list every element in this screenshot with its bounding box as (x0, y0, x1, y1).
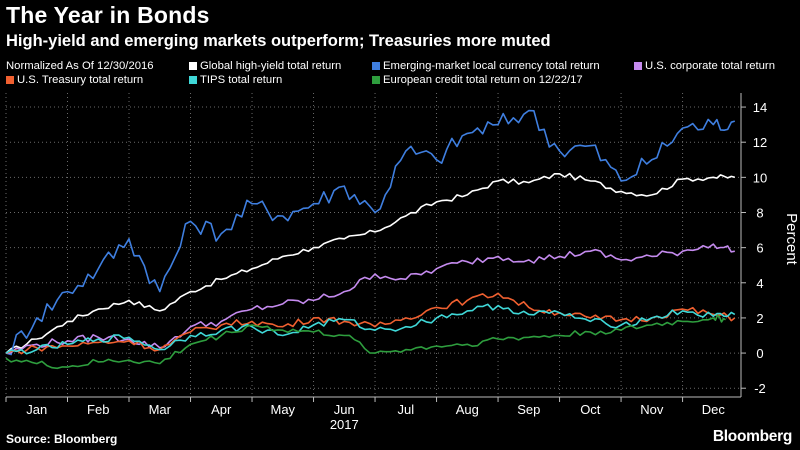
y-tick-label: -2 (754, 381, 766, 396)
y-tick-label: 14 (753, 100, 767, 115)
y-tick-label: 12 (753, 135, 767, 150)
legend-item-emerging-market: Emerging-market local currency total ret… (372, 60, 600, 72)
legend-item-us-treasury: U.S. Treasury total return (6, 74, 143, 86)
bloomberg-logo: Bloomberg (712, 428, 792, 445)
x-tick-label: May (270, 402, 295, 417)
x-tick-label: Dec (702, 402, 726, 417)
source-note: Source: Bloomberg (6, 432, 118, 446)
x-tick-label: Sep (517, 402, 540, 417)
legend-swatch (189, 62, 197, 70)
chart-subtitle: High-yield and emerging markets outperfo… (6, 32, 551, 50)
legend-note-text: Normalized As Of 12/30/2016 (6, 60, 154, 72)
legend-note: Normalized As Of 12/30/2016 (6, 60, 154, 72)
legend-swatch (6, 76, 14, 84)
gridlines (5, 93, 741, 397)
axes: -2 0 2 4 6 8 10 12 14 Jan Feb Mar Apr May Jun Jul Aug Sep… (5, 93, 800, 432)
series-line (5, 172, 735, 354)
chart-title: The Year in Bonds (6, 2, 210, 28)
x-axis-label: 2017 (330, 417, 359, 432)
y-tick-label: 10 (753, 170, 767, 185)
legend-label: European credit total return on 12/22/17 (383, 74, 583, 86)
legend-swatch (372, 76, 380, 84)
legend-item-us-corporate: U.S. corporate total return (634, 60, 775, 72)
series-line (5, 292, 736, 355)
legend-swatch (372, 62, 380, 70)
series-lines (5, 109, 736, 370)
legend-swatch (634, 62, 642, 70)
legend-label: TIPS total return (200, 74, 283, 86)
x-tick-label: Feb (87, 402, 109, 417)
series-line (5, 109, 736, 356)
legend-item-tips: TIPS total return (189, 74, 282, 86)
y-tick-label: 2 (756, 311, 763, 326)
series-line (5, 303, 736, 355)
legend-swatch (189, 76, 197, 84)
x-tick-label: Aug (456, 402, 479, 417)
legend-label: U.S. Treasury total return (17, 74, 144, 86)
y-tick-label: 4 (756, 276, 763, 291)
x-tick-label: Mar (149, 402, 172, 417)
legend-label: U.S. corporate total return (645, 60, 775, 72)
y-tick-label: 6 (756, 241, 763, 256)
legend-item-european-credit: European credit total return on 12/22/17 (372, 74, 583, 86)
y-tick-label: 8 (756, 205, 763, 220)
series-line (5, 243, 735, 354)
legend-item-global-high-yield: Global high-yield total return (189, 60, 341, 72)
x-tick-label: Jan (26, 402, 47, 417)
legend-label: Emerging-market local currency total ret… (383, 60, 600, 72)
x-tick-label: Nov (640, 402, 664, 417)
x-tick-label: Oct (580, 402, 601, 417)
series-line (5, 314, 726, 370)
x-tick-label: Jun (334, 402, 355, 417)
legend-label: Global high-yield total return (200, 60, 342, 72)
y-axis-label: Percent (783, 213, 800, 266)
x-tick-label: Jul (397, 402, 414, 417)
x-tick-label: Apr (211, 402, 232, 417)
y-tick-label: 0 (756, 346, 763, 361)
